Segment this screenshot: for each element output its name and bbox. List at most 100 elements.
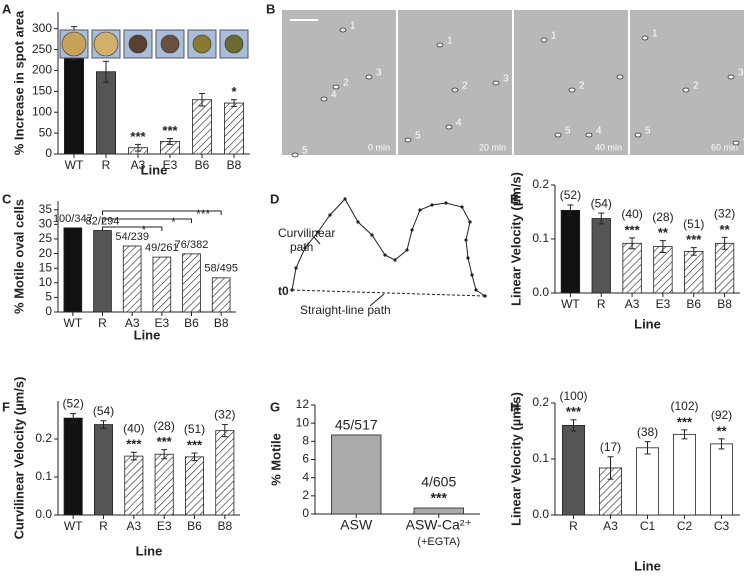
curvilinear-path (291, 198, 486, 297)
x-tick-label: B6 (686, 297, 701, 311)
x-tick-label: E3 (154, 316, 169, 330)
cell-label: 1 (551, 31, 557, 42)
y-tick-label: 0.0 (532, 285, 549, 299)
cell (727, 74, 735, 80)
y-axis-title: % Motile (268, 433, 283, 486)
y-tick-label: 150 (32, 84, 52, 98)
panel-letter: H (510, 399, 519, 414)
significance: *** (187, 437, 203, 452)
y-tick-label: 0.2 (532, 395, 549, 409)
significance: *** (126, 437, 142, 452)
n-label: (54) (93, 404, 114, 418)
x-tick-label: R (99, 519, 108, 533)
y-tick-label: 0.0 (35, 507, 52, 521)
time-label: 0 min (368, 142, 390, 152)
cell-label: 3 (503, 74, 509, 85)
cell (492, 80, 500, 86)
x-tick-label: E3 (656, 297, 671, 311)
x-tick-label: WT (64, 316, 83, 330)
x-tick-label: R (98, 316, 107, 330)
path-point (370, 233, 374, 237)
n-label: (28) (153, 419, 174, 433)
start-label: t0 (278, 284, 289, 298)
error-bar (690, 247, 697, 256)
y-tick-label: 0 (45, 304, 52, 318)
path-point (303, 246, 307, 250)
panel-letter: A (2, 1, 12, 16)
bar (622, 242, 642, 294)
bar (124, 455, 144, 516)
error-bar (570, 419, 577, 432)
bar (63, 227, 83, 313)
path-point (410, 228, 414, 232)
error-bar (629, 237, 636, 250)
y-axis-title: % Increase in spot area (11, 10, 26, 155)
error-bar (721, 236, 728, 250)
path-point (316, 230, 320, 234)
cell (732, 140, 740, 146)
panel-letter: F (2, 399, 10, 414)
x-tick-label: ASW (340, 517, 373, 533)
error-bar (221, 424, 228, 438)
bar (96, 71, 117, 155)
x-tick-label: B8 (227, 158, 242, 172)
error-bar (567, 204, 574, 217)
cell (641, 35, 649, 41)
x-tick-label: C3 (714, 519, 730, 533)
error-bar (103, 60, 109, 83)
cell (445, 124, 453, 130)
y-tick-label: 0.1 (35, 469, 52, 483)
bar (154, 453, 174, 516)
micrograph (630, 10, 744, 155)
cell-label: 4 (743, 134, 749, 145)
error-bar (135, 143, 141, 152)
y-tick-label: 0.1 (532, 231, 549, 245)
cell-label: 2 (462, 81, 468, 92)
bar (223, 102, 244, 155)
value-label: 49/261 (145, 242, 179, 254)
y-tick-label: 0.1 (532, 451, 549, 465)
cell-label: 4 (456, 118, 462, 129)
value-label: 58/495 (204, 263, 238, 275)
x-tick-label: C1 (640, 519, 656, 533)
x-axis-title: Line (134, 327, 161, 342)
cell (616, 74, 624, 80)
curvilinear-label: path (290, 240, 313, 254)
cell-label: 3 (376, 68, 382, 79)
micrograph (514, 10, 628, 155)
y-tick-label: 250 (32, 42, 52, 56)
cell (554, 132, 562, 138)
path-point (405, 248, 409, 252)
straight-label: Straight-line path (300, 303, 391, 317)
x-tick-label: A3 (603, 519, 618, 533)
x-tick-label: R (102, 158, 111, 172)
error-bar (191, 452, 198, 462)
x-tick-label: E3 (163, 158, 178, 172)
x-tick-label: B8 (217, 519, 232, 533)
path-point (483, 294, 487, 298)
y-tick-label: 300 (32, 21, 52, 35)
n-label: (40) (621, 207, 642, 221)
significance: * (231, 84, 237, 99)
cell-label: 5 (565, 126, 571, 137)
y-tick-label: 4 (302, 470, 309, 484)
cell-label: 5 (302, 146, 308, 157)
y-tick-label: 6 (302, 452, 309, 466)
cell (320, 96, 328, 102)
y-tick-label: 30 (39, 217, 53, 231)
y-tick-label: 0.2 (35, 431, 52, 445)
x-axis-title: Line (634, 558, 661, 573)
value-label: 100/347 (53, 213, 93, 225)
cell (682, 87, 690, 93)
y-axis-title: Curvilinear Velocity (µm/s) (11, 377, 26, 540)
bar (560, 209, 581, 294)
x-tick-label: A3 (625, 297, 640, 311)
path-point (464, 238, 468, 242)
error-bar (130, 451, 137, 461)
cell (585, 132, 593, 138)
y-axis-title: % Motile oval cells (11, 199, 26, 314)
n-label: (54) (591, 196, 612, 210)
path-point (466, 256, 470, 260)
significance: *** (162, 123, 178, 138)
x-tick-label: C2 (677, 519, 693, 533)
